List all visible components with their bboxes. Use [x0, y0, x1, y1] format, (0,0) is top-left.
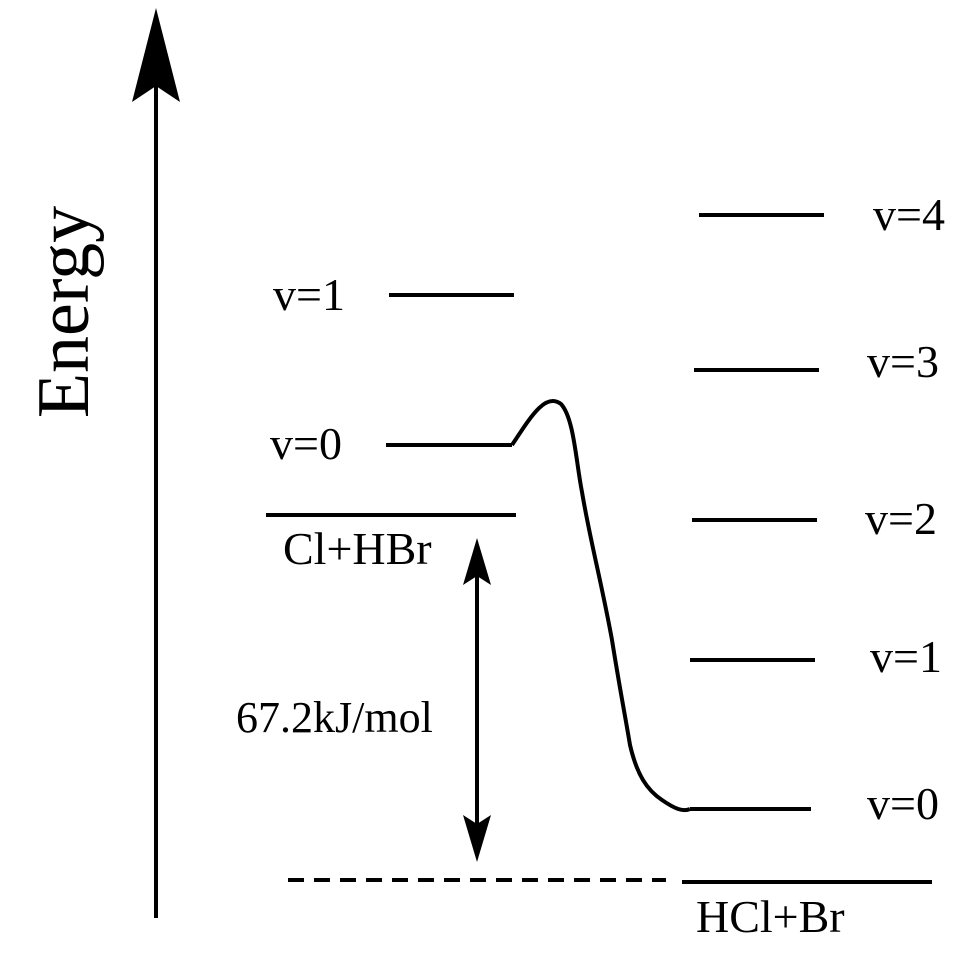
reaction-barrier-curve — [510, 399, 691, 813]
product-v2-label: v=2 — [865, 493, 937, 544]
reactant-species-label: Cl+HBr — [283, 523, 432, 574]
product-species-label: HCl+Br — [696, 891, 845, 942]
energy-axis: Energy — [23, 8, 180, 918]
reactant-levels: v=1 v=0 Cl+HBr — [266, 269, 516, 574]
energy-axis-arrowhead — [132, 8, 180, 102]
energy-axis-label: Energy — [23, 206, 105, 418]
product-v1-label: v=1 — [870, 631, 942, 682]
energy-gap-arrow: 67.2kJ/mol — [236, 538, 491, 862]
reactant-v0-label: v=0 — [270, 418, 342, 469]
energy-gap-arrowhead-top — [463, 538, 491, 585]
product-v3-label: v=3 — [867, 336, 939, 387]
product-v4-label: v=4 — [873, 189, 945, 240]
energy-gap-arrowhead-bottom — [463, 815, 491, 862]
product-v0-label: v=0 — [867, 778, 939, 829]
energy-gap-label: 67.2kJ/mol — [236, 693, 433, 742]
reactant-v1-label: v=1 — [273, 269, 345, 320]
product-levels: v=4 v=3 v=2 v=1 v=0 HCl+Br — [682, 189, 945, 942]
